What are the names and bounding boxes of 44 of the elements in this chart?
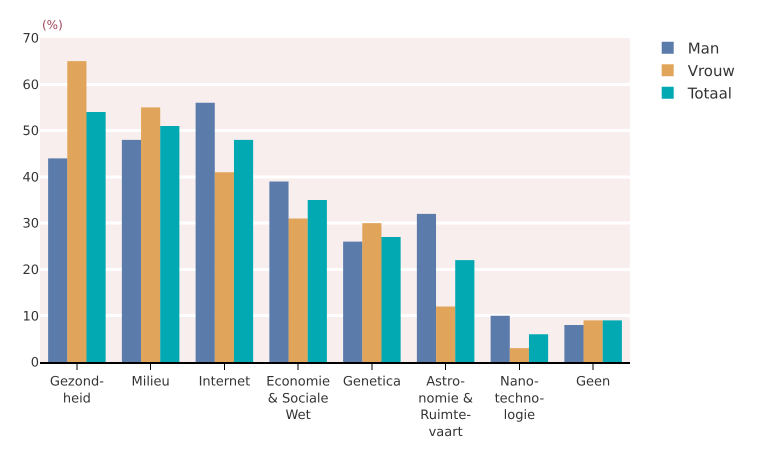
- bar: [602, 320, 622, 362]
- legend-label: Vrouw: [688, 62, 735, 80]
- legend-label: Man: [688, 40, 720, 58]
- bar: [308, 200, 327, 362]
- y-tick-label: 50: [22, 124, 39, 140]
- bar: [160, 126, 180, 362]
- x-tick-label: Astro- nomie & Ruimte- vaart: [418, 374, 474, 440]
- bar: [564, 324, 584, 362]
- bar: [288, 218, 308, 362]
- y-tick-label: 60: [22, 78, 39, 93]
- y-tick-label: 10: [22, 309, 39, 324]
- bar: [234, 140, 254, 362]
- bar: [196, 102, 215, 362]
- bar: [436, 306, 456, 362]
- y-tick-label: 70: [22, 32, 39, 47]
- bar: [528, 334, 548, 362]
- bar: [416, 214, 436, 362]
- y-tick-label: 40: [22, 170, 39, 186]
- bar: [269, 181, 289, 362]
- bar: [381, 237, 401, 362]
- y-tick-label: 30: [22, 216, 39, 232]
- bar: [362, 223, 382, 362]
- x-tick-label: Internet: [198, 374, 250, 390]
- x-tick-label: Geen: [576, 374, 610, 390]
- bar: [214, 172, 234, 362]
- y-tick-label: 20: [22, 262, 39, 278]
- bar: [455, 260, 474, 362]
- y-tick-label: 0: [30, 356, 39, 371]
- bar: [67, 61, 86, 362]
- bar: [86, 112, 106, 362]
- bar: [122, 140, 142, 362]
- x-tick-label: Economie & Sociale Wet: [266, 374, 330, 424]
- y-axis-title: (%): [42, 18, 63, 32]
- x-tick-label: Milieu: [131, 374, 170, 390]
- bar: [490, 316, 510, 362]
- x-tick-label: Gezond- heid: [50, 374, 104, 406]
- legend-label: Totaal: [686, 84, 732, 103]
- x-tick-label: Nano- techno- logie: [494, 374, 544, 424]
- bar: [48, 158, 68, 362]
- x-tick-label: Genetica: [342, 374, 401, 390]
- bar: [584, 320, 603, 362]
- bar: [343, 242, 362, 362]
- bar: [510, 348, 529, 362]
- bar: [141, 107, 160, 362]
